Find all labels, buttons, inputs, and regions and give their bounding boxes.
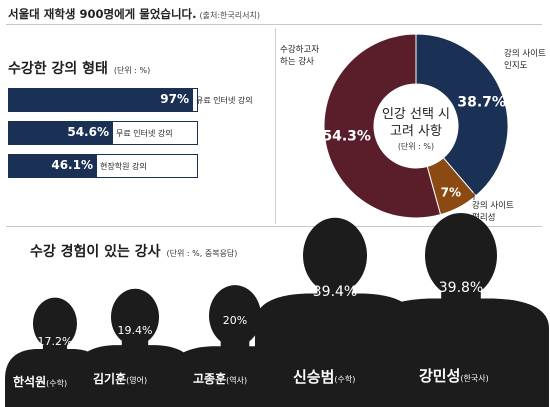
instructor-value: 39.8%	[438, 280, 484, 296]
instructor-name-text: 한석원	[13, 375, 47, 389]
lecture-type-bar-label: 무료 인터넷 강의	[116, 129, 173, 138]
header-source: (출처:한국리서치)	[199, 11, 260, 20]
instructor-chart-title-text: 수강 경험이 있는 강사	[30, 244, 161, 260]
instructor-name: 신승범(수학)	[293, 366, 355, 387]
instructor-subject: (수학)	[46, 379, 68, 388]
lecture-type-bar-value: 54.6%	[67, 125, 109, 139]
instructor-name-text: 강민성	[419, 367, 461, 385]
lecture-type-bar-fill: 54.6%	[9, 122, 113, 144]
instructor-silhouette-head	[209, 285, 261, 347]
instructor-silhouette-head	[111, 288, 159, 346]
pie-category-label: 편리성	[472, 212, 495, 223]
instructor-value: 19.4%	[117, 324, 153, 337]
pie-slice-value: 54.3%	[322, 128, 371, 144]
pie-slice	[323, 33, 442, 219]
lecture-type-bar-fill: 97%	[9, 89, 193, 111]
instructor-name: 강민성(한국사)	[419, 365, 489, 386]
instructor-silhouette-body	[373, 298, 549, 407]
instructor-name-text: 김기훈	[93, 372, 127, 386]
lecture-type-unit: (단위 : %)	[113, 66, 151, 75]
lecture-type-bar: 46.1%	[8, 154, 198, 178]
lecture-type-bar: 97%	[8, 88, 198, 112]
instructor-name-text: 고종훈	[193, 372, 227, 386]
instructor-subject: (한국사)	[460, 374, 489, 383]
pie-slice	[415, 33, 509, 197]
instructor-chart-title: 수강 경험이 있는 강사 (단위 : %, 중복응답)	[30, 241, 237, 261]
pie-category-label: 인지도	[504, 60, 528, 71]
pie-category-label: 하는 강사	[280, 56, 314, 67]
instructor-silhouette-head	[425, 212, 497, 298]
instructor-value: 20%	[222, 314, 248, 327]
instructor-value: 39.4%	[312, 284, 358, 300]
section-divider	[275, 28, 276, 224]
instructor-silhouette-head	[33, 297, 77, 350]
pie-slice-value: 38.7%	[457, 95, 506, 111]
lecture-type-bar-fill: 46.1%	[9, 155, 97, 177]
lecture-type-bar-chart: 97% 유료 인터넷 강의 54.6% 무료 인터넷 강의 46.1% 현장학원 강의	[0, 0, 275, 210]
lecture-type-bar: 54.6%	[8, 121, 198, 145]
pie-category-label: 수강하고자	[280, 44, 319, 55]
pie-center-label-line1: 인강 선택 시	[382, 107, 450, 122]
lecture-type-bar-label: 현장학원 강의	[100, 162, 147, 171]
pie-center-label-line2: 고려 사항	[390, 124, 442, 139]
lecture-type-bar-value: 46.1%	[51, 158, 93, 172]
instructor-subject: (영어)	[126, 376, 148, 385]
header-title: 서울대 재학생 900명에게 물었습니다. (출처:한국리서치)	[8, 6, 260, 22]
instructor-name: 김기훈(영어)	[93, 370, 147, 387]
lecture-type-bar-value: 97%	[160, 92, 189, 106]
instructor-value: 17.2%	[37, 335, 73, 348]
lecture-type-title: 수강한 강의 형태 (단위 : %)	[8, 58, 150, 78]
pie-center-unit: (단위 : %)	[398, 141, 434, 151]
instructor-silhouette-head	[303, 217, 367, 294]
lecture-type-title-text: 수강한 강의 형태	[8, 61, 108, 77]
header-rule	[6, 24, 542, 25]
mid-rule	[6, 226, 542, 227]
instructor-subject: (수학)	[334, 375, 356, 384]
consideration-pie-chart: 38.7%7%54.3%인강 선택 시고려 사항(단위 : %)강의 사이트인지…	[280, 33, 546, 223]
lecture-type-bar-label: 유료 인터넷 강의	[196, 96, 253, 105]
instructor-subject: (역사)	[226, 376, 248, 385]
instructor-name-text: 신승범	[293, 368, 335, 386]
pie-category-label: 강의 사이트	[504, 48, 546, 59]
pie-category-label: 강의 사이트	[472, 200, 514, 211]
instructor-name: 한석원(수학)	[13, 373, 67, 390]
instructor-silhouette-body	[75, 345, 195, 407]
pie-slice-value: 7%	[441, 185, 461, 199]
header-title-text: 서울대 재학생 900명에게 물었습니다.	[8, 7, 197, 21]
instructor-name: 고종훈(역사)	[193, 370, 247, 387]
instructor-chart-unit: (단위 : %, 중복응답)	[166, 249, 238, 258]
